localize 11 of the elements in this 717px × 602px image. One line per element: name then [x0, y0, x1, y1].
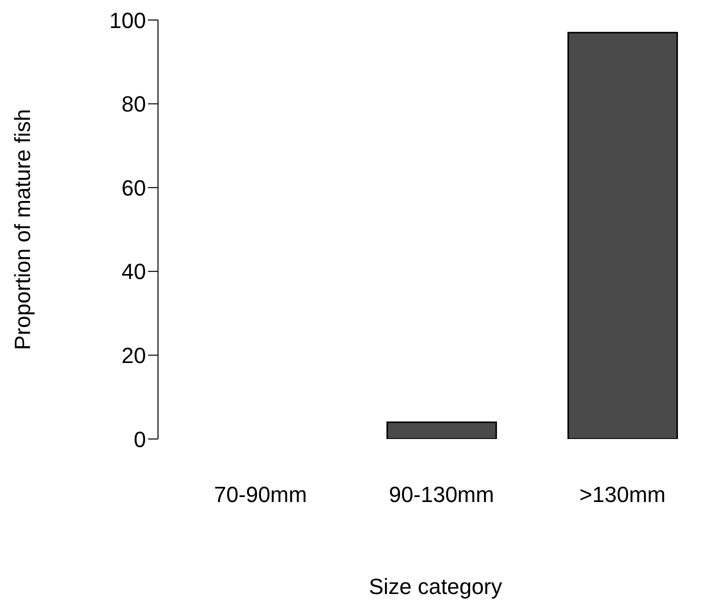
- x-tick-label: 90-130mm: [388, 482, 494, 507]
- y-tick-label: 20: [122, 343, 146, 368]
- x-tick-label: 70-90mm: [214, 482, 307, 507]
- x-tick-label: >130mm: [579, 482, 666, 507]
- y-tick-label: 100: [109, 8, 146, 33]
- y-tick-label: 0: [134, 426, 146, 452]
- y-axis-title: Proportion of mature fish: [10, 109, 35, 350]
- y-tick-label: 60: [122, 175, 146, 200]
- y-tick-label: 40: [122, 259, 146, 284]
- x-axis-title: Size category: [368, 574, 502, 599]
- y-tick-label: 80: [122, 92, 146, 117]
